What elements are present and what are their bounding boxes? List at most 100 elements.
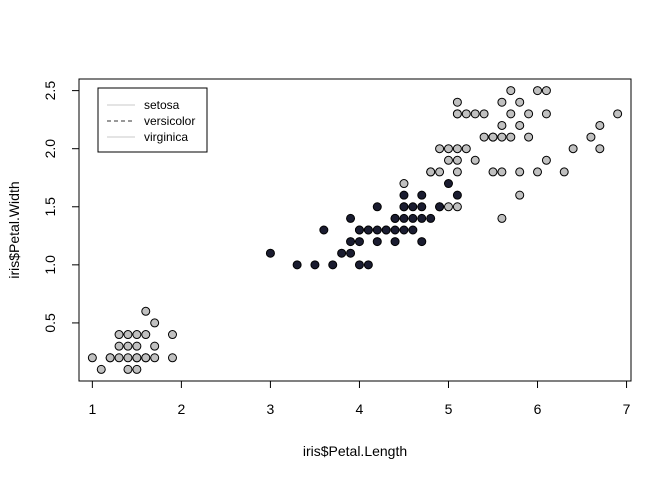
data-point bbox=[141, 353, 151, 363]
data-point bbox=[470, 155, 480, 165]
data-point bbox=[497, 167, 507, 177]
data-point bbox=[443, 202, 453, 212]
data-point bbox=[461, 144, 471, 154]
data-point bbox=[568, 144, 578, 154]
data-point bbox=[443, 179, 453, 189]
data-point bbox=[541, 109, 551, 119]
x-tick-label: 1 bbox=[88, 401, 96, 417]
data-point bbox=[123, 330, 133, 340]
x-tick-label: 2 bbox=[177, 401, 185, 417]
data-point bbox=[372, 237, 382, 247]
data-point bbox=[541, 86, 551, 96]
data-point bbox=[354, 260, 364, 270]
data-point bbox=[497, 132, 507, 142]
data-point bbox=[167, 353, 177, 363]
data-point bbox=[346, 213, 356, 223]
y-axis: 0.5 1.0 1.5 2.0 2.5 bbox=[42, 81, 80, 333]
data-point bbox=[426, 167, 436, 177]
data-point bbox=[515, 97, 525, 107]
data-point bbox=[141, 306, 151, 316]
data-point bbox=[354, 237, 364, 247]
data-point bbox=[167, 330, 177, 340]
data-point bbox=[87, 353, 97, 363]
data-point bbox=[292, 260, 302, 270]
data-point bbox=[150, 318, 160, 328]
data-point bbox=[408, 202, 418, 212]
data-point bbox=[390, 213, 400, 223]
data-point bbox=[132, 364, 142, 374]
data-point bbox=[515, 120, 525, 130]
legend-label-versicolor: versicolor bbox=[144, 114, 195, 128]
data-point bbox=[417, 190, 427, 200]
data-point bbox=[470, 109, 480, 119]
data-point bbox=[310, 260, 320, 270]
data-point bbox=[363, 225, 373, 235]
data-point bbox=[452, 202, 462, 212]
data-point bbox=[541, 155, 551, 165]
data-point bbox=[132, 341, 142, 351]
data-point bbox=[524, 132, 534, 142]
data-point bbox=[328, 260, 338, 270]
data-point bbox=[533, 86, 543, 96]
data-point bbox=[408, 225, 418, 235]
data-point bbox=[346, 237, 356, 247]
data-point bbox=[105, 353, 115, 363]
data-point bbox=[123, 341, 133, 351]
data-point bbox=[337, 248, 347, 258]
data-point bbox=[132, 330, 142, 340]
data-point bbox=[399, 190, 409, 200]
data-point bbox=[114, 341, 124, 351]
data-point bbox=[488, 167, 498, 177]
data-point bbox=[479, 132, 489, 142]
data-point bbox=[150, 353, 160, 363]
data-point bbox=[435, 167, 445, 177]
y-tick-label: 2.5 bbox=[42, 81, 58, 101]
data-point bbox=[399, 213, 409, 223]
data-point bbox=[426, 213, 436, 223]
data-point bbox=[515, 167, 525, 177]
data-point bbox=[408, 213, 418, 223]
data-point bbox=[399, 225, 409, 235]
data-point bbox=[479, 109, 489, 119]
data-point bbox=[435, 202, 445, 212]
legend-label-virginica: virginica bbox=[144, 130, 188, 144]
data-point bbox=[417, 202, 427, 212]
data-point bbox=[123, 353, 133, 363]
y-tick-label: 1.5 bbox=[42, 197, 58, 217]
legend: setosa versicolor virginica bbox=[97, 87, 208, 153]
data-point bbox=[559, 167, 569, 177]
data-point bbox=[506, 86, 516, 96]
y-tick-label: 1.0 bbox=[42, 255, 58, 275]
data-point bbox=[443, 155, 453, 165]
data-point bbox=[114, 330, 124, 340]
data-point bbox=[515, 190, 525, 200]
data-point bbox=[372, 225, 382, 235]
data-point bbox=[595, 120, 605, 130]
data-point bbox=[452, 109, 462, 119]
data-point bbox=[150, 341, 160, 351]
data-point bbox=[141, 330, 151, 340]
data-point bbox=[497, 120, 507, 130]
data-point bbox=[417, 237, 427, 247]
data-point bbox=[452, 190, 462, 200]
x-tick-label: 6 bbox=[534, 401, 542, 417]
data-point bbox=[346, 248, 356, 258]
y-axis-label: iris$Petal.Width bbox=[6, 181, 22, 278]
data-point bbox=[381, 225, 391, 235]
x-tick-label: 3 bbox=[267, 401, 275, 417]
y-tick-label: 0.5 bbox=[42, 313, 58, 333]
x-tick-label: 4 bbox=[356, 401, 364, 417]
data-point bbox=[497, 97, 507, 107]
data-point bbox=[354, 225, 364, 235]
y-tick-label: 2.0 bbox=[42, 139, 58, 159]
data-point bbox=[363, 260, 373, 270]
data-point bbox=[399, 202, 409, 212]
data-point bbox=[390, 237, 400, 247]
data-point bbox=[114, 353, 124, 363]
data-point bbox=[506, 109, 516, 119]
data-point bbox=[533, 167, 543, 177]
data-point bbox=[461, 109, 471, 119]
x-tick-label: 7 bbox=[623, 401, 631, 417]
data-point bbox=[123, 364, 133, 374]
data-point bbox=[96, 364, 106, 374]
